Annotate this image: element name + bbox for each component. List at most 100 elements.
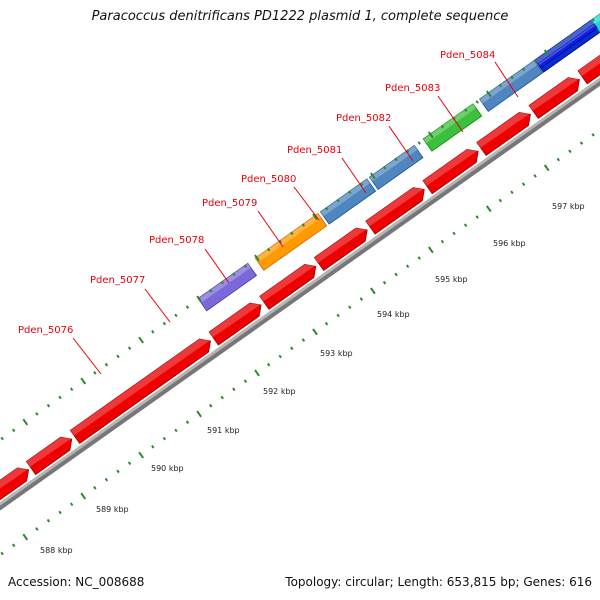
lower-tick-19: [185, 420, 190, 424]
lower-tick-47: [510, 190, 514, 195]
lower-tick-54: [591, 133, 595, 137]
upper-tick-48: [521, 67, 526, 71]
gene-leader-line-5: [293, 186, 320, 221]
upper-tick-23: [232, 272, 236, 277]
cds-arrow-1-highlight: [0, 467, 29, 489]
feature-bar-1: [197, 262, 258, 312]
lower-tick-8: [58, 510, 62, 515]
gene-leader-line-2: [144, 288, 171, 323]
upper-tick-43: [463, 108, 468, 112]
cds-arrow-8-highlight: [423, 149, 478, 186]
cds-arrow-8: [422, 148, 479, 195]
upper-tick-8: [58, 395, 62, 400]
lower-tick-33: [348, 305, 352, 310]
cds-arrow-2-highlight: [26, 437, 72, 467]
cds-arrow-11: [577, 54, 600, 85]
cds-arrow-5: [259, 263, 317, 310]
gene-label-pden_5076: Pden_5076: [18, 325, 73, 336]
lower-tick-42: [452, 231, 456, 236]
gene-leader-line-1: [72, 337, 102, 375]
upper-tick-5: [22, 418, 29, 426]
upper-tick-18: [174, 313, 178, 318]
lower-tick-25: [254, 369, 260, 377]
gene-label-pden_5080: Pden_5080: [241, 174, 296, 185]
cds-arrow-4: [208, 302, 262, 346]
gene-leader-line-8: [437, 95, 464, 133]
upper-tick-29: [301, 223, 306, 227]
kbp-label-6: 593 kbp: [320, 349, 353, 358]
feature-bar-5083-inner: [537, 23, 598, 69]
lower-tick-50: [543, 164, 550, 172]
upper-tick-36: [382, 165, 387, 170]
gene-leader-line-6: [341, 157, 367, 194]
cds-arrow-6-highlight: [314, 228, 367, 263]
upper-tick-39: [417, 141, 421, 145]
feature-bar-4: [368, 144, 424, 190]
lower-tick-48: [521, 182, 526, 186]
lower-tick-28: [290, 346, 294, 351]
lower-tick-35: [370, 287, 376, 295]
kbp-label-8: 595 kbp: [435, 275, 468, 284]
lower-tick-17: [162, 436, 167, 441]
upper-tick-44: [475, 100, 479, 104]
lower-tick-20: [196, 410, 202, 418]
upper-tick-53: [579, 26, 584, 30]
lower-tick-5: [22, 533, 29, 541]
lower-tick-31: [324, 321, 329, 326]
upper-tick-19: [185, 305, 190, 309]
feature-bar-3: [319, 178, 377, 225]
cds-arrow-10-highlight: [529, 77, 579, 111]
gene-label-pden_5083: Pden_5083: [385, 83, 440, 94]
lower-tick-14: [127, 461, 132, 465]
upper-tick-7: [46, 403, 51, 408]
upper-tick-6: [35, 412, 39, 416]
kbp-label-1: 588 kbp: [40, 546, 73, 555]
gene-leader-line-4: [257, 210, 284, 248]
lower-tick-21: [208, 403, 213, 408]
map-title: Paracoccus denitrificans PD1222 plasmid …: [91, 9, 509, 24]
cds-arrow-6: [313, 227, 368, 272]
gene-leader-line-7: [388, 125, 414, 162]
upper-tick-10: [80, 377, 87, 385]
lower-tick-52: [568, 149, 572, 154]
gene-leader-line-3: [204, 248, 230, 284]
upper-tick-50: [543, 49, 550, 57]
feature-bar-1-highlight: [198, 263, 251, 303]
kbp-label-7: 594 kbp: [377, 310, 410, 319]
upper-tick-35: [370, 172, 376, 180]
upper-tick-37: [394, 157, 398, 162]
lower-tick-16: [151, 445, 155, 449]
lower-tick-29: [301, 338, 306, 342]
upper-tick-52: [568, 34, 572, 39]
upper-tick-45: [485, 90, 492, 98]
lower-tick-23: [232, 387, 236, 392]
lower-tick-44: [475, 215, 479, 219]
lower-tick-38: [405, 264, 410, 269]
lower-tick-15: [138, 451, 145, 459]
feature-bar-3-highlight: [320, 178, 370, 217]
cds-arrow-7-highlight: [365, 187, 424, 227]
upper-tick-25: [254, 254, 260, 262]
cds-arrow-2: [25, 436, 73, 476]
cds-arrow-1: [0, 467, 30, 501]
upper-tick-22: [220, 280, 224, 285]
feature-bar-5083-inner-highlight: [537, 24, 596, 66]
upper-tick-31: [324, 206, 329, 211]
lower-tick-34: [359, 297, 364, 301]
lower-tick-41: [440, 239, 445, 244]
upper-tick-28: [290, 231, 294, 236]
gene-label-pden_5084: Pden_5084: [440, 50, 495, 61]
upper-tick-16: [151, 330, 155, 334]
cds-arrow-11-highlight: [578, 55, 600, 76]
feature-bar-7-highlight: [535, 19, 595, 65]
kbp-label-4: 591 kbp: [207, 426, 240, 435]
lower-tick-43: [463, 223, 468, 227]
lower-tick-27: [278, 354, 282, 359]
upper-tick-13: [116, 354, 120, 359]
lower-tick-53: [579, 141, 584, 145]
feature-bar-8-highlight: [591, 13, 600, 25]
feature-bar-2: [254, 213, 328, 271]
cds-arrow-5-highlight: [259, 264, 316, 302]
kbp-label-3: 590 kbp: [151, 464, 184, 473]
